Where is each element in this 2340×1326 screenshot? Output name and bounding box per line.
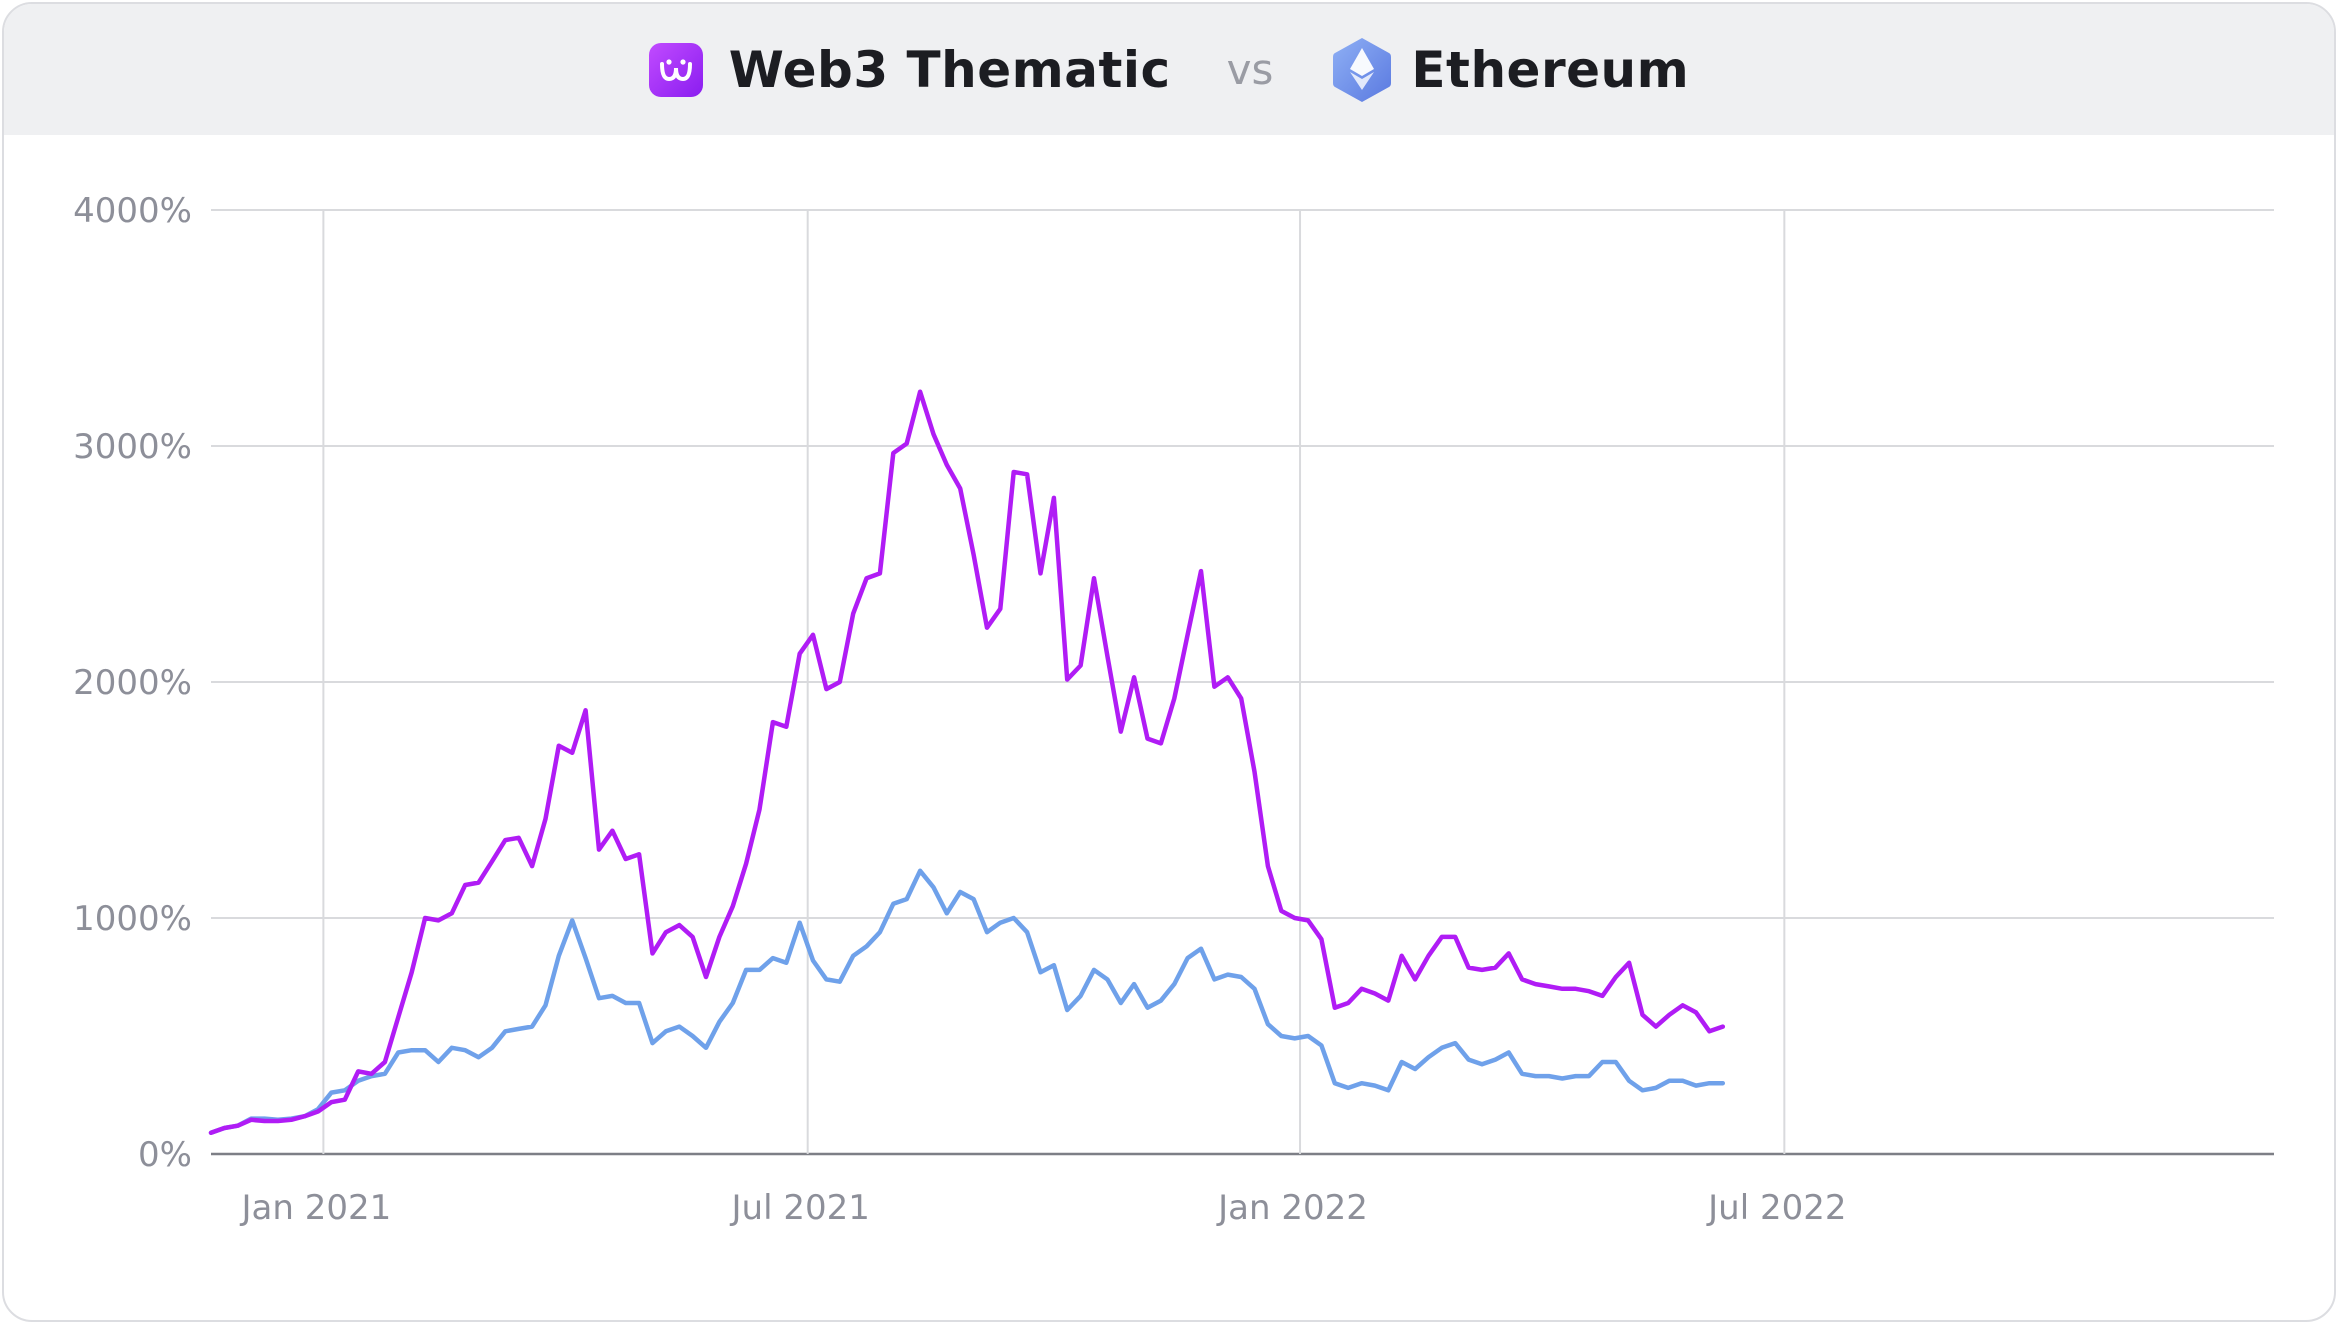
ethereum-logo-icon [1333, 37, 1392, 102]
series-line-web3-thematic[interactable] [208, 389, 1726, 1136]
legend-label-web3-thematic: Web3 Thematic [728, 40, 1171, 99]
legend-header: Web3 Thematic vs Ethereum [4, 4, 2334, 135]
y-axis-tick-labels: 0% 1000% 2000% 3000% 4000% [73, 191, 192, 1175]
x-tick-label: Jan 2022 [1216, 1188, 1368, 1228]
legend-label-ethereum: Ethereum [1411, 40, 1690, 99]
y-tick-label: 4000% [73, 191, 192, 231]
legend-item-ethereum[interactable]: Ethereum [1331, 36, 1689, 104]
y-tick-label: 3000% [73, 427, 192, 467]
vs-label: vs [1226, 45, 1274, 94]
x-tick-label: Jan 2021 [240, 1188, 392, 1228]
x-axis-tick-labels: Jan 2021 Jul 2021 Jan 2022 Jul 2022 [240, 1188, 1847, 1228]
x-tick-label: Jul 2022 [1706, 1188, 1846, 1228]
y-tick-label: 0% [138, 1135, 192, 1175]
y-gridlines [211, 209, 2274, 1156]
x-tick-label: Jul 2021 [730, 1188, 870, 1228]
legend-item-web3-thematic[interactable]: Web3 Thematic [648, 40, 1171, 99]
x-gridlines [322, 210, 1786, 1154]
line-chart: 0%1000%2000%3000%4000% Jan 2021 Jul 2021 J… [73, 191, 2274, 1228]
series-lines [208, 389, 1726, 1136]
series-line-ethereum[interactable] [208, 868, 1726, 1136]
y-tick-label: 1000% [73, 899, 192, 939]
y-tick-label: 2000% [73, 663, 192, 703]
web3-thematic-logo-icon [648, 42, 703, 97]
